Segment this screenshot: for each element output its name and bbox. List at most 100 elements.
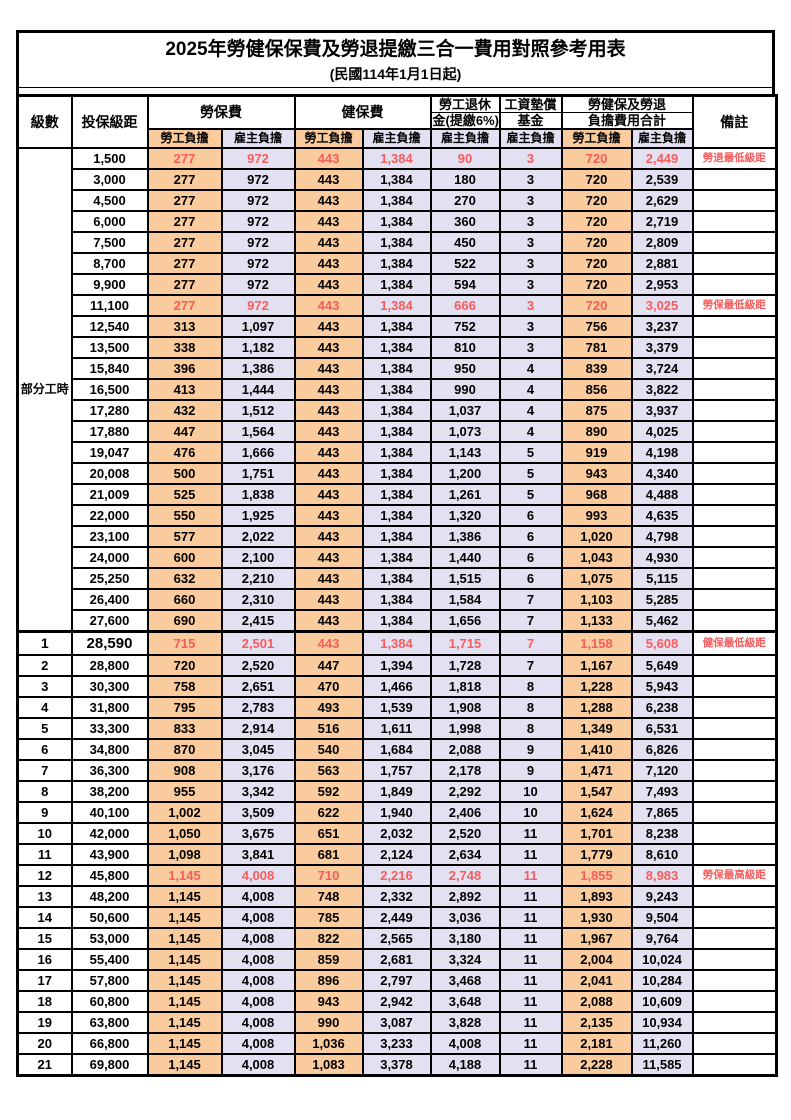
wage-fund-cell: 3 [498,315,563,338]
health-emp-cell: 748 [293,884,364,908]
health-emp-cell: 1,083 [293,1052,364,1076]
total-er-cell: 2,881 [630,252,694,275]
salary-cell: 50,600 [70,905,149,929]
note-cell [691,210,778,233]
health-emp-cell: 516 [293,716,364,740]
health-emp-cell: 470 [293,674,364,698]
level-cell: 9 [16,800,73,824]
labor-emp-cell: 277 [146,252,223,275]
table-row: 4,500 277 972 443 1,384 270 3 720 2,629 [18,189,778,212]
labor-emp-cell: 313 [146,315,223,338]
level-cell: 10 [16,821,73,845]
total-emp-cell: 1,043 [560,546,633,569]
labor-emp-cell: 955 [146,779,223,803]
pension-cell: 1,656 [429,609,501,633]
total-emp-cell: 1,624 [560,800,633,824]
total-emp-cell: 781 [560,336,633,359]
note-cell [691,609,778,633]
table-row: 12,540 313 1,097 443 1,384 752 3 756 3,237 [18,315,778,338]
salary-cell: 9,900 [70,273,149,296]
table-row: 26,400 660 2,310 443 1,384 1,584 7 1,103 5,285 [18,588,778,611]
table-row: 4 31,800 795 2,783 493 1,539 1,908 8 1,288 6,238 [16,695,778,719]
health-er-cell: 1,384 [361,252,432,275]
health-er-cell: 2,449 [361,905,432,929]
labor-emp-cell: 447 [146,420,223,443]
total-er-cell: 5,649 [630,653,694,677]
level-cell: 21 [16,1052,73,1076]
pension-cell: 3,468 [429,968,501,992]
salary-cell: 25,250 [70,567,149,590]
wage-fund-cell: 7 [498,630,563,656]
col-header-total-line2: 負擔費用合計 [560,112,694,130]
wage-fund-cell: 11 [498,968,563,992]
note-cell [691,546,778,569]
note-cell [691,1031,778,1055]
page-title: 2025年勞健保保費及勞退提繳三合一費用對照參考用表 [165,39,626,60]
health-er-cell: 3,233 [361,1031,432,1055]
table-row: 23,100 577 2,022 443 1,384 1,386 6 1,020 4,798 [18,525,778,548]
labor-er-cell: 3,509 [220,800,296,824]
health-er-cell: 1,940 [361,800,432,824]
page-subtitle: (民國114年1月1日起) [329,66,462,82]
total-er-cell: 2,953 [630,273,694,296]
level-cell: 4 [16,695,73,719]
total-emp-cell: 720 [560,294,633,317]
table-row: 7 36,300 908 3,176 563 1,757 2,178 9 1,471 7,120 [16,758,778,782]
salary-cell: 24,000 [70,546,149,569]
total-er-cell: 10,609 [630,989,694,1013]
health-emp-cell: 1,036 [293,1031,364,1055]
table-row: 15,840 396 1,386 443 1,384 950 4 839 3,724 [18,357,778,380]
total-er-cell: 7,865 [630,800,694,824]
labor-er-cell: 4,008 [220,1010,296,1034]
table-row: 21 69,800 1,145 4,008 1,083 3,378 4,188 11 2,228… [16,1052,778,1076]
level-cell: 6 [16,737,73,761]
table-row: 11,100 277 972 443 1,384 666 3 720 3,025 勞保最低級距 [18,294,778,317]
labor-er-cell: 2,501 [220,630,296,656]
wage-fund-cell: 8 [498,716,563,740]
wage-fund-cell: 3 [498,189,563,212]
health-emp-cell: 443 [293,483,364,506]
labor-emp-cell: 577 [146,525,223,548]
table-row: 12 45,800 1,145 4,008 710 2,216 2,748 11 1,855 8,… [16,863,778,887]
total-emp-cell: 839 [560,357,633,380]
health-er-cell: 1,384 [361,630,432,656]
labor-emp-cell: 1,145 [146,989,223,1013]
total-er-cell: 10,024 [630,947,694,971]
wage-fund-cell: 3 [498,168,563,191]
health-er-cell: 1,384 [361,147,432,170]
pension-cell: 666 [429,294,501,317]
salary-cell: 28,590 [70,630,149,656]
total-er-cell: 3,724 [630,357,694,380]
total-emp-cell: 720 [560,168,633,191]
note-cell [691,273,778,296]
note-cell [691,420,778,443]
total-emp-cell: 756 [560,315,633,338]
health-er-cell: 1,384 [361,504,432,527]
salary-cell: 12,540 [70,315,149,338]
note-cell [691,905,778,929]
health-er-cell: 2,681 [361,947,432,971]
salary-cell: 21,009 [70,483,149,506]
labor-emp-cell: 1,098 [146,842,223,866]
table-body: 部分工時 1,500 277 972 443 1,384 90 3 720 2,449 勞退最低級距… [16,147,778,1076]
salary-cell: 8,700 [70,252,149,275]
labor-emp-cell: 720 [146,653,223,677]
labor-emp-cell: 396 [146,357,223,380]
health-employer-burden-header: 雇主負擔 [361,128,432,149]
salary-cell: 22,000 [70,504,149,527]
table-row: 8,700 277 972 443 1,384 522 3 720 2,881 [18,252,778,275]
health-emp-cell: 622 [293,800,364,824]
total-er-cell: 4,488 [630,483,694,506]
note-cell [691,399,778,422]
labor-er-cell: 2,100 [220,546,296,569]
premium-table: 級數 投保級距 勞保費 健保費 勞工退休 工資墊償 勞健保及勞退 備註 金(提繳… [16,94,779,1077]
pension-cell: 3,180 [429,926,501,950]
labor-emp-cell: 476 [146,441,223,464]
labor-emp-cell: 715 [146,630,223,656]
table-row: 16,500 413 1,444 443 1,384 990 4 856 3,822 [18,378,778,401]
health-emp-cell: 651 [293,821,364,845]
total-er-cell: 5,943 [630,674,694,698]
labor-er-cell: 972 [220,294,296,317]
salary-cell: 23,100 [70,525,149,548]
health-emp-cell: 443 [293,462,364,485]
